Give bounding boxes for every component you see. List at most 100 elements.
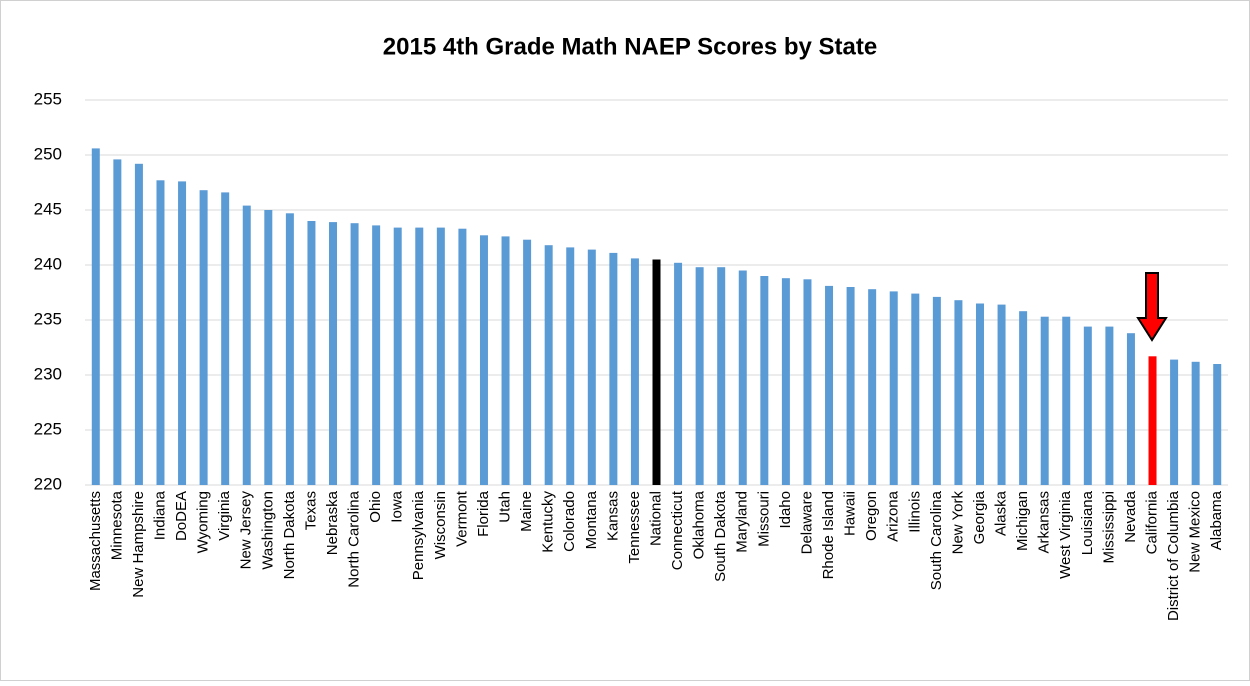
x-tick-label: South Carolina	[928, 490, 945, 590]
x-tick-label: North Carolina	[346, 490, 363, 587]
x-tick-label: Utah	[497, 491, 514, 523]
x-tick-label: Florida	[475, 490, 492, 537]
x-tick-label: Arkansas	[1036, 491, 1053, 554]
x-tick-label: Hawaii	[842, 491, 859, 536]
bar	[630, 258, 639, 485]
bar	[1062, 316, 1071, 485]
bar	[717, 267, 726, 485]
bar	[458, 228, 467, 485]
y-tick-label: 255	[34, 89, 62, 108]
bar	[911, 293, 920, 485]
x-tick-label: Idaho	[777, 491, 794, 529]
bar	[1083, 326, 1092, 485]
x-tick-label: Alaska	[993, 490, 1010, 536]
chart-title: 2015 4th Grade Math NAEP Scores by State	[383, 33, 877, 60]
x-tick-label: Maryland	[734, 491, 751, 553]
bar	[1213, 364, 1222, 485]
x-tick-label: Arizona	[885, 490, 902, 542]
x-tick-label: Indiana	[151, 490, 168, 540]
bar	[889, 291, 898, 485]
bar	[738, 270, 747, 485]
y-tick-label: 250	[34, 144, 62, 163]
bar	[566, 247, 575, 485]
x-tick-label: District of Columbia	[1165, 490, 1182, 621]
bar	[91, 148, 100, 485]
x-tick-label: Illinois	[906, 491, 923, 533]
bar	[1191, 361, 1200, 485]
y-tick-label: 240	[34, 254, 62, 273]
y-tick-label: 235	[34, 309, 62, 328]
x-tick-label: Rhode Island	[820, 491, 837, 579]
x-tick-label: West Virginia	[1057, 490, 1074, 578]
bar	[156, 180, 165, 486]
x-tick-label: Virginia	[216, 490, 233, 540]
bar	[1148, 356, 1157, 485]
x-tick-label: Montana	[583, 490, 600, 549]
x-tick-label: Vermont	[453, 490, 470, 547]
bar	[846, 287, 855, 485]
x-tick-label: Kentucky	[540, 491, 557, 553]
x-tick-label: Massachusetts	[87, 491, 104, 591]
x-tick-label: Kansas	[604, 491, 621, 541]
x-tick-label: California	[1143, 490, 1160, 554]
x-tick-label: Alabama	[1208, 490, 1225, 550]
bar	[307, 221, 316, 485]
bar	[523, 239, 532, 485]
x-tick-label: National	[647, 491, 664, 546]
bar	[264, 210, 273, 485]
bar	[868, 289, 877, 485]
bar	[781, 278, 790, 485]
x-tick-label: Wisconsin	[432, 491, 449, 559]
x-tick-label: South Dakota	[712, 490, 729, 582]
x-tick-label: Oregon	[863, 491, 880, 541]
bar	[178, 181, 187, 485]
bar	[372, 225, 381, 485]
bar	[825, 285, 834, 485]
bar	[674, 262, 683, 485]
x-tick-label: New Jersey	[238, 491, 255, 570]
bar	[415, 227, 424, 485]
x-tick-label: Nebraska	[324, 490, 341, 555]
x-tick-label: Iowa	[389, 490, 406, 522]
x-tick-label: Connecticut	[669, 490, 686, 570]
x-tick-label: Michigan	[1014, 491, 1031, 551]
x-tick-label: Wyoming	[195, 491, 212, 553]
y-tick-label: 220	[34, 474, 62, 493]
x-tick-label: Pennsylvania	[410, 490, 427, 580]
bar	[1019, 311, 1028, 485]
bar	[350, 223, 359, 485]
plot-area: 220 225 230 235 240 245 250 255 Massachusetts Min…	[34, 89, 1228, 621]
x-tick-label: Texas	[302, 491, 319, 530]
x-tick-label: Tennessee	[626, 491, 643, 564]
bar	[113, 159, 122, 485]
bar	[436, 227, 445, 485]
x-tick-label: Minnesota	[108, 490, 125, 560]
bar	[587, 249, 596, 485]
bar	[221, 192, 230, 485]
bar	[760, 276, 769, 485]
bar	[695, 267, 704, 485]
bar	[1170, 359, 1179, 485]
bar	[544, 245, 553, 485]
bar	[803, 279, 812, 485]
bar	[609, 252, 618, 485]
x-tick-label: New Hampshire	[130, 491, 147, 598]
bar	[1126, 333, 1135, 485]
x-tick-label: Colorado	[561, 491, 578, 552]
x-tick-label: New Mexico	[1187, 491, 1204, 573]
bar	[329, 222, 338, 485]
bar	[199, 190, 208, 485]
x-tick-label: Mississippi	[1100, 491, 1117, 564]
x-tick-label: Louisiana	[1079, 490, 1096, 555]
bar	[285, 213, 294, 486]
bar	[975, 303, 984, 485]
x-tick-label: Delaware	[798, 491, 815, 554]
highlight-arrow	[1136, 272, 1168, 342]
bar	[652, 259, 661, 485]
x-tick-label: Oklahoma	[691, 490, 708, 559]
x-tick-label: Missouri	[755, 491, 772, 547]
x-tick-label: Maine	[518, 491, 535, 532]
bar	[1040, 316, 1049, 485]
x-tick-label: Ohio	[367, 491, 384, 523]
